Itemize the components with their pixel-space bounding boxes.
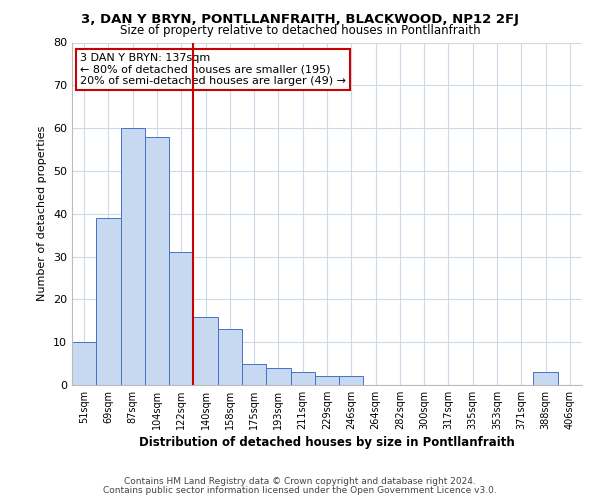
Bar	[96, 218, 121, 385]
Bar	[339, 376, 364, 385]
Bar	[533, 372, 558, 385]
Bar	[193, 316, 218, 385]
Bar	[72, 342, 96, 385]
Bar	[315, 376, 339, 385]
Bar	[266, 368, 290, 385]
Y-axis label: Number of detached properties: Number of detached properties	[37, 126, 47, 302]
Bar	[290, 372, 315, 385]
Bar	[121, 128, 145, 385]
Bar	[218, 330, 242, 385]
Text: 3, DAN Y BRYN, PONTLLANFRAITH, BLACKWOOD, NP12 2FJ: 3, DAN Y BRYN, PONTLLANFRAITH, BLACKWOOD…	[81, 12, 519, 26]
Bar	[145, 136, 169, 385]
X-axis label: Distribution of detached houses by size in Pontllanfraith: Distribution of detached houses by size …	[139, 436, 515, 449]
Bar	[169, 252, 193, 385]
Text: Contains HM Land Registry data © Crown copyright and database right 2024.: Contains HM Land Registry data © Crown c…	[124, 477, 476, 486]
Text: Contains public sector information licensed under the Open Government Licence v3: Contains public sector information licen…	[103, 486, 497, 495]
Bar	[242, 364, 266, 385]
Text: 3 DAN Y BRYN: 137sqm
← 80% of detached houses are smaller (195)
20% of semi-deta: 3 DAN Y BRYN: 137sqm ← 80% of detached h…	[80, 53, 346, 86]
Text: Size of property relative to detached houses in Pontllanfraith: Size of property relative to detached ho…	[119, 24, 481, 37]
